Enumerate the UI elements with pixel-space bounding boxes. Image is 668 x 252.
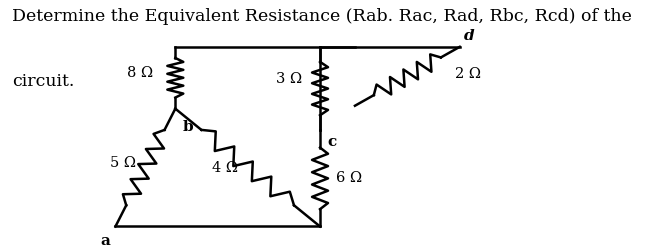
Text: 3 Ω: 3 Ω — [276, 72, 302, 86]
Text: 6 Ω: 6 Ω — [336, 171, 362, 185]
Text: Determine the Equivalent Resistance (Rab. Rac, Rad, Rbc, Rcd) of the: Determine the Equivalent Resistance (Rab… — [12, 8, 632, 24]
Text: d: d — [464, 29, 474, 43]
Text: circuit.: circuit. — [12, 73, 74, 90]
Text: 2 Ω: 2 Ω — [455, 67, 481, 81]
Text: 4 Ω: 4 Ω — [212, 161, 238, 175]
Text: c: c — [327, 135, 336, 149]
Text: b: b — [182, 120, 193, 135]
Text: 5 Ω: 5 Ω — [110, 156, 136, 170]
Text: 8 Ω: 8 Ω — [127, 66, 154, 80]
Text: a: a — [101, 234, 110, 248]
